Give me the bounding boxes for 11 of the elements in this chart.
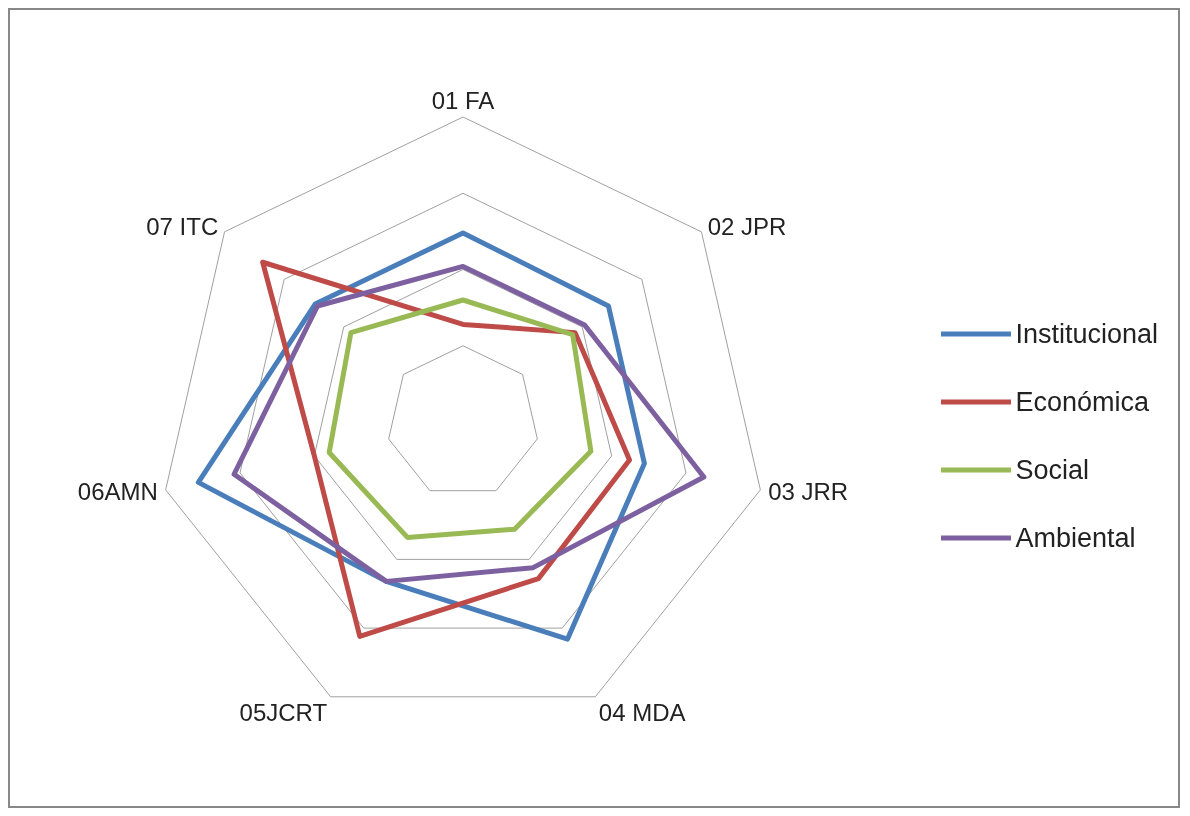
spoke-label: 01 FA [431,87,495,114]
spoke-label: 06AMN [77,478,158,506]
legend-label: Institucional [1015,318,1158,350]
legend-label: Ambiental [1015,522,1136,554]
spoke-label: 03 JRR [768,478,849,506]
spoke-label: 04 MDA [598,699,686,727]
spoke-label: 05JCRT [239,699,328,727]
legend-label: Social [1015,454,1089,486]
legend-label: Económica [1015,386,1149,418]
spoke-label: 02 JPR [707,213,787,241]
spoke-label: 07 ITC [146,213,219,241]
